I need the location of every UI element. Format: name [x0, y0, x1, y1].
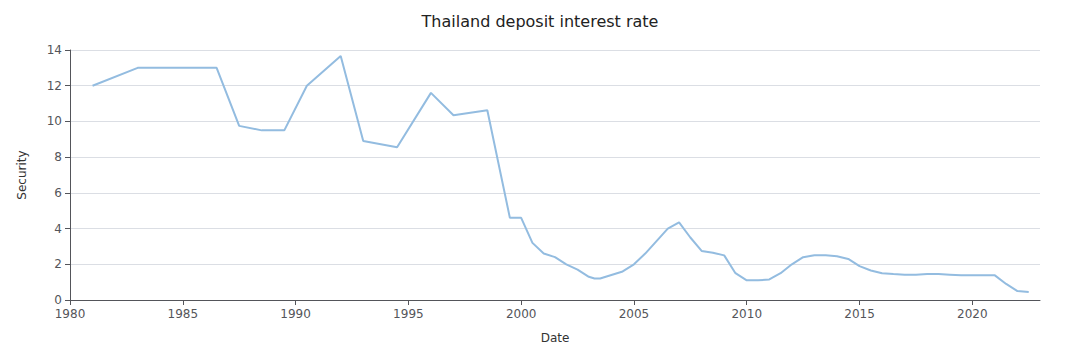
svg-text:2015: 2015 [844, 307, 875, 321]
svg-text:2010: 2010 [731, 307, 762, 321]
svg-text:14: 14 [47, 43, 62, 57]
svg-text:4: 4 [54, 222, 62, 236]
svg-text:1980: 1980 [55, 307, 86, 321]
svg-text:0: 0 [54, 293, 62, 307]
svg-text:1990: 1990 [280, 307, 311, 321]
svg-text:1985: 1985 [168, 307, 199, 321]
svg-text:Thailand deposit interest rate: Thailand deposit interest rate [421, 12, 659, 31]
svg-text:12: 12 [47, 79, 62, 93]
svg-text:10: 10 [47, 114, 62, 128]
svg-text:8: 8 [54, 150, 62, 164]
svg-text:Date: Date [541, 331, 570, 345]
svg-text:2000: 2000 [506, 307, 537, 321]
svg-text:2: 2 [54, 257, 62, 271]
svg-text:6: 6 [54, 186, 62, 200]
svg-text:Security: Security [15, 150, 29, 199]
svg-text:1995: 1995 [393, 307, 424, 321]
svg-text:2005: 2005 [619, 307, 650, 321]
svg-text:2020: 2020 [957, 307, 988, 321]
